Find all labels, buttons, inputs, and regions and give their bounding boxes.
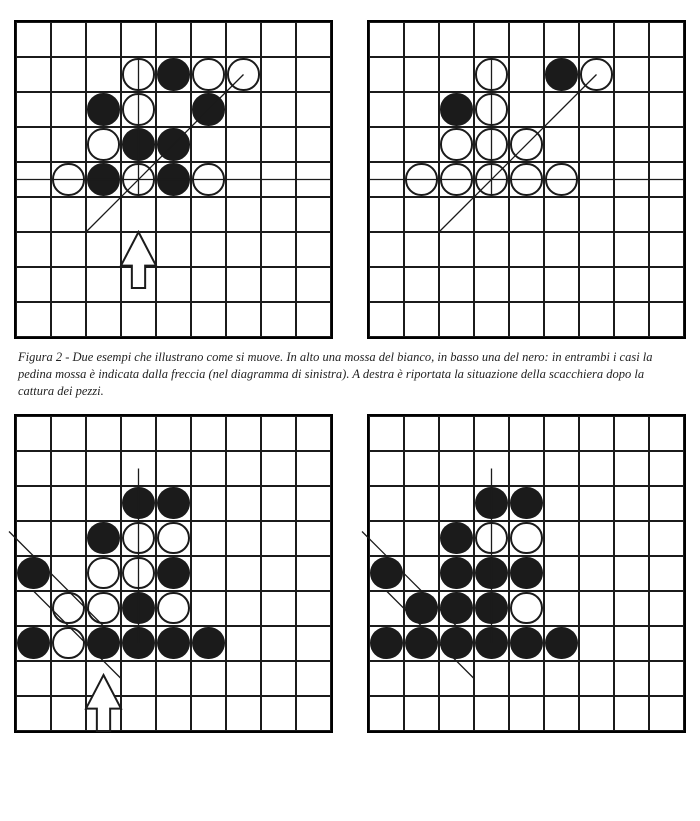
guide-line	[439, 75, 597, 233]
board-top-right	[367, 20, 686, 339]
figure-page: Figura 2 - Due esempi che illustrano com…	[0, 0, 700, 753]
guide-line	[362, 531, 474, 643]
board-bottom-left	[14, 414, 333, 733]
guide-line	[387, 591, 475, 679]
move-arrow-icon	[86, 675, 121, 731]
board-bottom-left-wrap	[14, 414, 333, 733]
overlay-svg	[369, 416, 684, 821]
overlay-svg	[16, 22, 331, 427]
board-bottom-right-wrap	[367, 414, 686, 733]
overlay-svg	[16, 416, 331, 821]
guide-line	[86, 75, 244, 233]
overlay-svg	[369, 22, 684, 427]
bottom-row	[14, 414, 686, 733]
guide-line	[34, 591, 122, 679]
top-row	[14, 20, 686, 339]
board-top-left	[14, 20, 333, 339]
guide-line	[9, 531, 121, 643]
board-bottom-right	[367, 414, 686, 733]
board-top-right-wrap	[367, 20, 686, 339]
board-top-left-wrap	[14, 20, 333, 339]
move-arrow-icon	[121, 232, 156, 288]
